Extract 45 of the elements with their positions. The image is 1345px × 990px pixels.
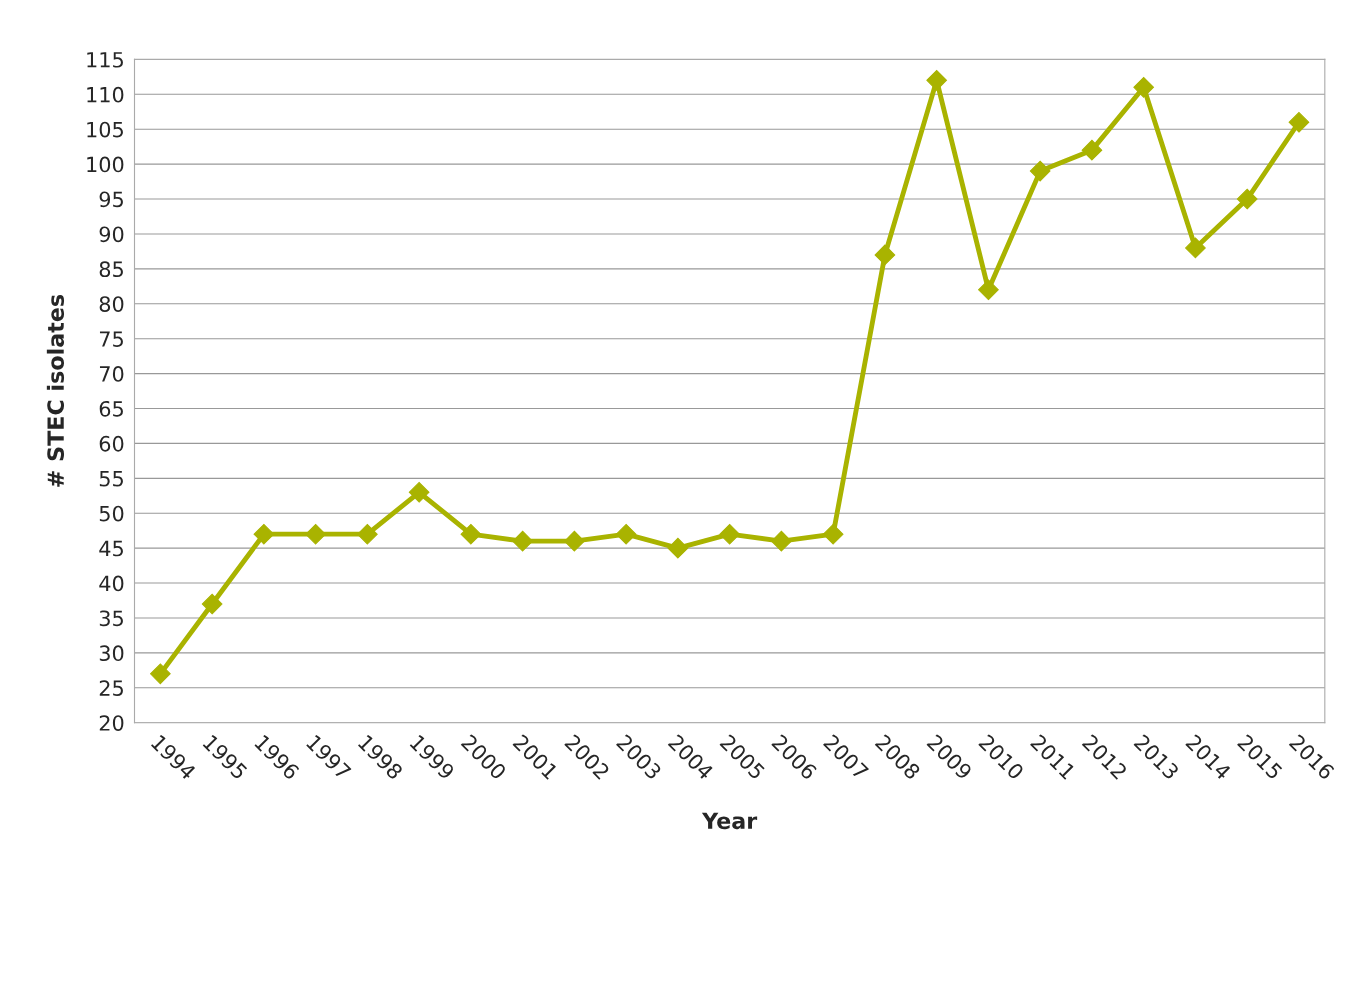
y-axis-title: # STEC isolates [46, 294, 65, 487]
y-tick-label: 25 [99, 680, 123, 696]
point [771, 530, 792, 552]
point [1133, 76, 1155, 98]
y-tick-label: 110 [87, 86, 124, 103]
point [1081, 139, 1103, 161]
y-tick-label: 20 [99, 715, 124, 731]
y-tick-label: 65 [99, 400, 123, 417]
y-tick-label: 30 [99, 645, 124, 662]
point [926, 70, 948, 91]
y-tick-label: 90 [99, 226, 124, 243]
y-tick-label: 85 [99, 261, 123, 278]
y-tick-label: 100 [87, 156, 124, 173]
point [253, 523, 275, 545]
point [822, 523, 844, 545]
y-tick-label: 45 [99, 540, 123, 557]
point [667, 537, 689, 559]
y-tick-label: 115 [87, 52, 123, 68]
y-tick-label: 40 [99, 575, 124, 592]
point [719, 523, 740, 545]
y-tick-label: 105 [87, 121, 123, 138]
y-tick-label: 75 [99, 331, 123, 347]
y-tick-label: 50 [99, 505, 124, 522]
y-tick-label: 70 [99, 366, 124, 382]
point [1029, 160, 1051, 182]
y-tick-label: 80 [99, 296, 124, 312]
point [1236, 188, 1258, 210]
y-tick-label: 95 [99, 191, 123, 208]
point [1288, 111, 1310, 133]
point [150, 663, 171, 685]
point [978, 279, 999, 301]
point [201, 593, 223, 615]
y-tick-label: 60 [99, 435, 124, 452]
point [512, 530, 533, 552]
point [305, 523, 326, 545]
point [408, 481, 430, 503]
point [1185, 237, 1206, 259]
point [564, 530, 585, 552]
y-tick-label: 55 [99, 471, 123, 487]
y-tick-label: 35 [99, 610, 123, 627]
point [615, 523, 637, 545]
x-axis-title: Year [701, 812, 758, 830]
point [874, 244, 896, 266]
point [357, 523, 378, 545]
point [460, 523, 482, 545]
